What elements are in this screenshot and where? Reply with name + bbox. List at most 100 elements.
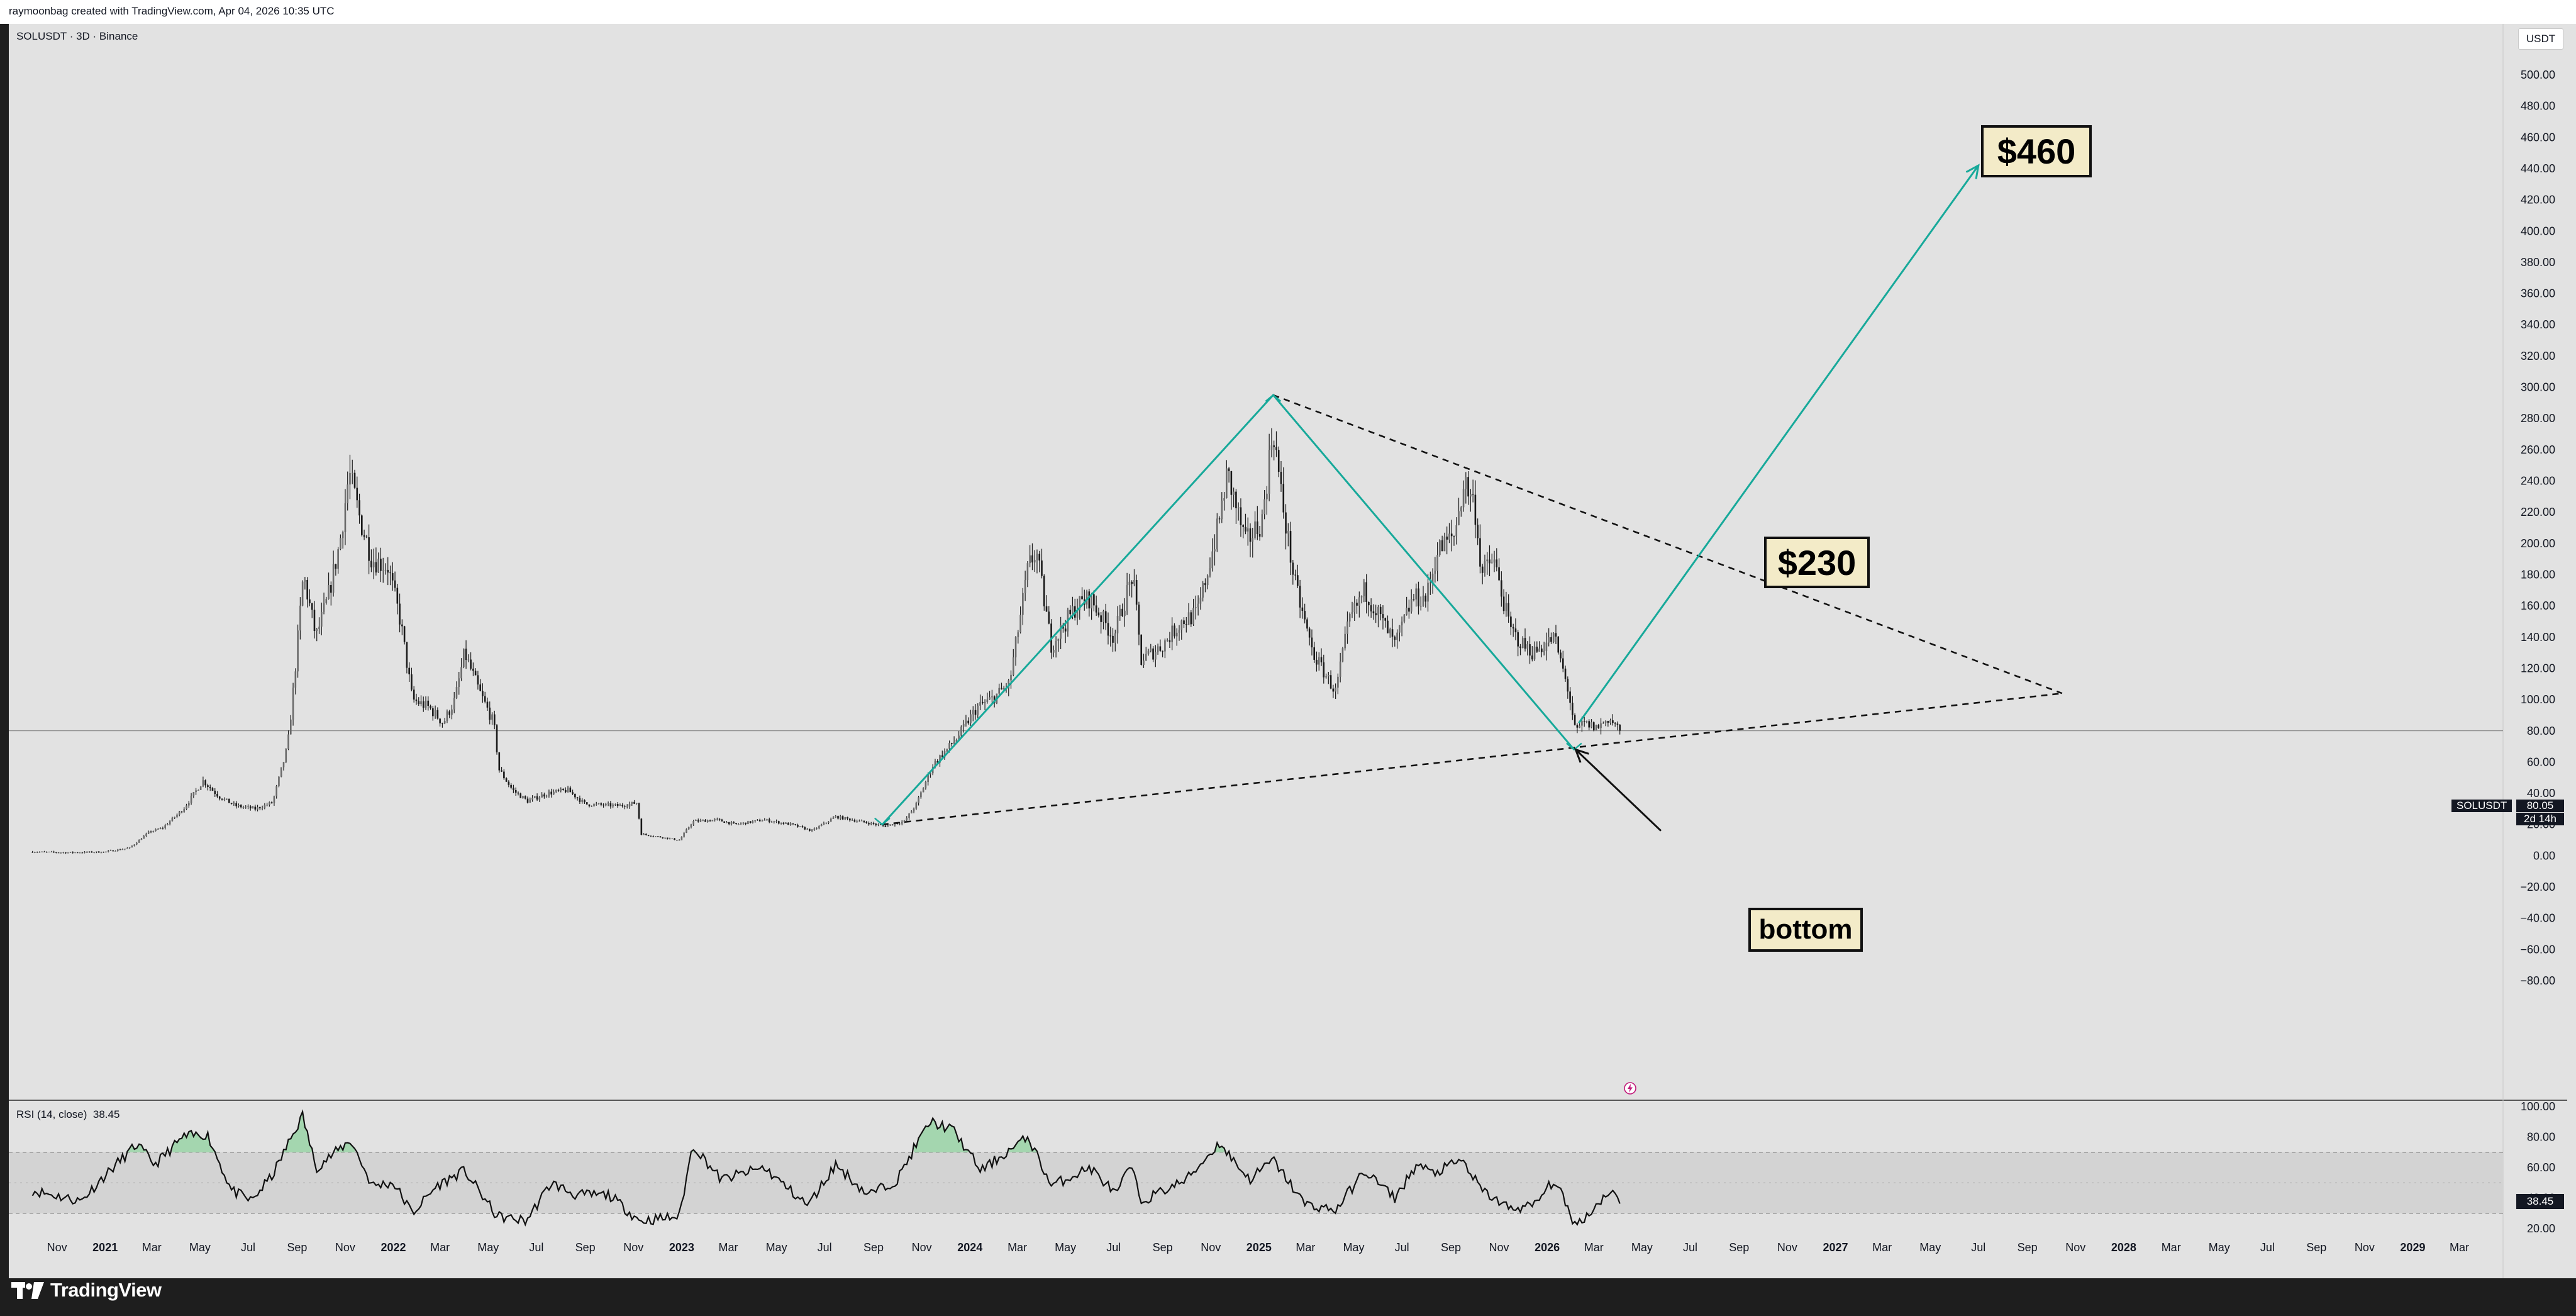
candle-body: [733, 822, 735, 823]
candle-body: [690, 824, 692, 827]
candle-body: [778, 821, 780, 824]
tradingview-logo-icon: [11, 1282, 44, 1299]
candle-body: [856, 821, 858, 822]
candle-body: [356, 488, 358, 501]
candle-body: [1477, 525, 1479, 538]
candle-body: [282, 762, 285, 767]
candle-body: [465, 649, 467, 661]
candle-body: [273, 796, 275, 803]
candle-body: [1085, 591, 1088, 605]
candle-body: [183, 808, 186, 812]
candle-body: [164, 825, 166, 828]
resistance-trendline: [1272, 394, 2063, 694]
candle-body: [730, 822, 733, 825]
candle-body: [1609, 720, 1611, 723]
candle-body: [640, 818, 643, 835]
tradingview-brand[interactable]: TradingView: [10, 1279, 162, 1301]
candle-body: [1431, 573, 1434, 583]
rsi-indicator-title[interactable]: RSI (14, close) 38.45: [16, 1108, 119, 1121]
price-tick-label: 440.00: [2521, 162, 2555, 175]
currency-button[interactable]: USDT: [2518, 28, 2563, 50]
candle-body: [524, 796, 526, 799]
rsi-tick-label: 60.00: [2527, 1161, 2555, 1174]
candle-body: [538, 797, 541, 800]
candle-body: [1124, 610, 1126, 616]
candle-body: [1470, 494, 1472, 497]
candle-body: [889, 824, 891, 825]
candle-body: [1619, 724, 1621, 731]
candle-body: [1102, 611, 1104, 622]
candle-body: [204, 780, 206, 786]
price-tick-label: 40.00: [2527, 787, 2555, 800]
candle-body: [57, 852, 60, 854]
candle-body: [555, 789, 557, 792]
candle-body: [195, 790, 197, 793]
candle-body: [844, 817, 847, 820]
candle-body: [1595, 725, 1597, 730]
bottom-arrowhead: [1574, 748, 1589, 763]
time-tick-label: May: [1055, 1241, 1076, 1254]
candle-body: [913, 808, 915, 811]
candle-body: [344, 503, 347, 533]
candle-body: [1240, 507, 1242, 525]
candle-body: [588, 804, 591, 806]
candle-body: [415, 700, 418, 701]
callout-bottom[interactable]: bottom: [1748, 908, 1863, 952]
time-tick-label: Mar: [1296, 1241, 1315, 1254]
candle-body: [597, 803, 600, 805]
candle-body: [1301, 607, 1304, 611]
candle-body: [180, 811, 183, 813]
candle-body: [891, 824, 894, 825]
time-tick-label: Jul: [1106, 1241, 1121, 1254]
candle-body: [924, 782, 927, 789]
candle-body: [991, 696, 993, 698]
candle-body: [553, 791, 555, 795]
chart-frame[interactable]: [9, 24, 2576, 1278]
zigzag-vertex-marker: [1566, 742, 1582, 751]
time-tick-label: Nov: [1489, 1241, 1509, 1254]
candle-body: [347, 484, 349, 504]
candle-body: [804, 827, 806, 830]
candle-body: [636, 803, 638, 804]
candle-body: [451, 709, 453, 715]
candle-body: [1332, 688, 1335, 692]
candle-body: [341, 532, 344, 538]
callout-target-high[interactable]: $460: [1981, 125, 2092, 177]
candle-body: [1389, 629, 1391, 633]
time-tick-label: Jul: [1683, 1241, 1697, 1254]
candle-body: [1242, 525, 1245, 527]
candle-body: [1562, 658, 1564, 669]
candle-body: [1588, 721, 1591, 728]
candle-body: [190, 795, 192, 803]
price-tick-label: 360.00: [2521, 287, 2555, 300]
flash-event-icon[interactable]: [1623, 1081, 1637, 1095]
price-tick-label: 260.00: [2521, 443, 2555, 456]
candle-body: [880, 824, 882, 825]
candle-body: [209, 786, 211, 789]
candle-body: [572, 792, 574, 794]
candle-body: [1612, 720, 1614, 723]
candle-body: [887, 825, 889, 827]
candle-body: [628, 803, 631, 807]
candle-body: [1280, 472, 1282, 484]
candle-body: [1406, 608, 1407, 615]
candle-body: [285, 749, 287, 762]
callout-target-mid[interactable]: $230: [1764, 537, 1870, 588]
time-tick-label: Mar: [2450, 1241, 2469, 1254]
candle-body: [1216, 518, 1218, 550]
candle-body: [1114, 633, 1116, 643]
candle-body: [1235, 491, 1237, 508]
candle-body: [394, 580, 396, 588]
candle-body: [1128, 581, 1131, 586]
candle-body: [62, 852, 64, 854]
candle-body: [1017, 632, 1019, 637]
candle-body: [403, 626, 406, 642]
candle-body: [147, 831, 150, 834]
symbol-title[interactable]: SOLUSDT · 3D · Binance: [16, 30, 138, 42]
candle-body: [432, 708, 434, 717]
candle-body: [806, 828, 808, 830]
candle-body: [340, 538, 341, 550]
candle-body: [645, 834, 647, 835]
candle-body: [503, 771, 505, 779]
